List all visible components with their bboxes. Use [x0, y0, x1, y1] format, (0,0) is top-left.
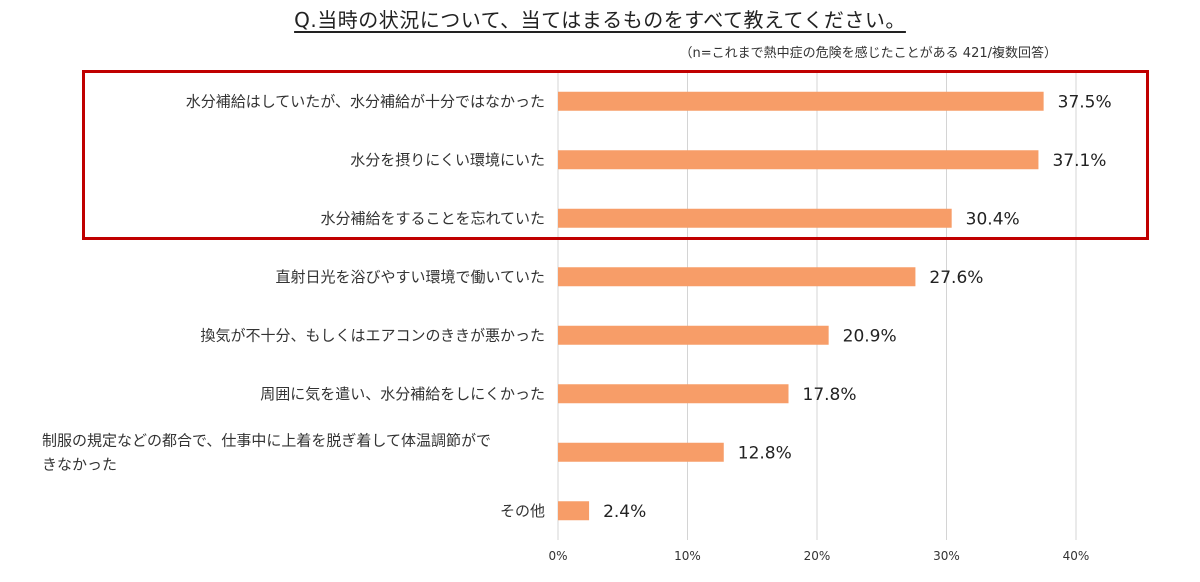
category-label: きなかった: [42, 455, 117, 473]
x-tick-label: 10%: [674, 549, 701, 563]
value-label: 12.8%: [738, 443, 792, 463]
category-label: 水分を摂りにくい環境にいた: [350, 151, 545, 169]
bar: [558, 267, 916, 287]
x-tick-label: 0%: [548, 549, 567, 563]
value-label: 27.6%: [929, 268, 983, 288]
category-label: 周囲に気を遣い、水分補給をしにくかった: [260, 385, 545, 403]
category-label: 直射日光を浴びやすい環境で働いていた: [275, 268, 545, 286]
value-label: 17.8%: [803, 385, 857, 405]
bar: [558, 501, 590, 521]
category-label: 水分補給をすることを忘れていた: [320, 209, 545, 227]
bar: [558, 208, 952, 228]
value-label: 37.1%: [1052, 151, 1106, 171]
bar: [558, 150, 1039, 170]
value-label: 30.4%: [966, 209, 1020, 229]
bar: [558, 91, 1044, 111]
category-label: 制服の規定などの都合で、仕事中に上着を脱ぎ着して体温調節がで: [42, 431, 491, 449]
x-tick-label: 40%: [1063, 549, 1090, 563]
value-label: 37.5%: [1058, 92, 1112, 112]
chart-title: Q.当時の状況について、当てはまるものをすべて教えてください。: [294, 8, 906, 32]
category-label: その他: [500, 502, 545, 520]
value-label: 2.4%: [603, 502, 646, 522]
bar: [558, 384, 789, 404]
value-label: 20.9%: [843, 326, 897, 346]
x-tick-label: 30%: [933, 549, 960, 563]
bar: [558, 442, 724, 462]
chart-subtitle: （n=これまで熱中症の危険を感じたことがある 421/複数回答）: [679, 46, 1057, 61]
x-tick-label: 20%: [804, 549, 831, 563]
bar: [558, 325, 829, 345]
category-label: 換気が不十分、もしくはエアコンのききが悪かった: [200, 326, 545, 344]
category-label: 水分補給はしていたが、水分補給が十分ではなかった: [186, 92, 545, 110]
highlight-box: [82, 70, 1149, 240]
